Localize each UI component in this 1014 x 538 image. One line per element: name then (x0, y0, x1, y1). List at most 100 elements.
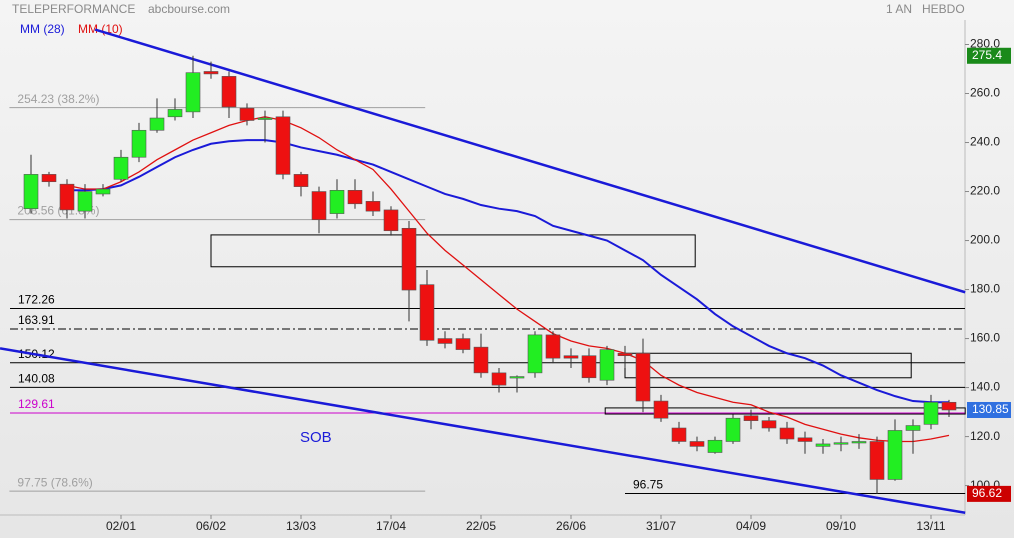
y-tick-label: 200.0 (970, 233, 1000, 247)
y-tick-label: 180.0 (970, 282, 1000, 296)
candle-body (23, 174, 39, 209)
candle-body (707, 439, 723, 453)
zone (210, 234, 696, 268)
level-label: 97.75 (78.6%) (17, 475, 92, 489)
source: abcbourse.com (148, 2, 230, 16)
price-label-box (967, 485, 1011, 502)
candle-body (527, 334, 543, 374)
candle-body (563, 355, 579, 359)
candle-body (293, 174, 309, 187)
candle-body (41, 174, 57, 183)
candle-body (833, 442, 849, 445)
x-tick-label: 22/05 (466, 519, 496, 533)
level-label: 172.26 (18, 293, 55, 307)
y-tick-label: 160.0 (970, 331, 1000, 345)
level-label: 96.75 (633, 478, 663, 492)
candle-body (617, 352, 633, 357)
level-label: 129.61 (18, 397, 55, 411)
candle-body (887, 430, 903, 480)
period: 1 AN (886, 2, 912, 16)
plot-layer: 254.23 (38.2%)208.56 (61.8%)97.75 (78.6%… (0, 28, 966, 515)
candle-body (167, 109, 183, 118)
x-tick-label: 17/04 (376, 519, 406, 533)
candle-body (815, 443, 831, 447)
candle-body (869, 441, 885, 480)
y-tick-label: 140.0 (970, 380, 1000, 394)
interval: HEBDO (922, 2, 965, 16)
candle-body (239, 107, 255, 121)
candle-body (941, 401, 957, 411)
candle-body (221, 76, 237, 108)
chart-title: TELEPERFORMANCE (12, 2, 135, 16)
candle-body (797, 437, 813, 442)
candle-body (545, 334, 561, 359)
candle-body (455, 338, 471, 350)
candle-body (599, 349, 615, 381)
price-label: 275.4 (972, 48, 1002, 62)
x-tick-label: 02/01 (106, 519, 136, 533)
x-tick-label: 13/03 (286, 519, 316, 533)
x-tick-label: 09/10 (826, 519, 856, 533)
trendline (0, 347, 966, 515)
y-tick-label: 220.0 (970, 184, 1000, 198)
price-label: 96.62 (972, 486, 1002, 500)
candle-body (437, 338, 453, 344)
candle-body (275, 116, 291, 175)
y-tick-label: 280.0 (970, 37, 1000, 51)
annotation: SOB (300, 429, 332, 446)
candle-body (185, 72, 201, 113)
level-label: 140.08 (18, 372, 55, 386)
candle-body (761, 420, 777, 429)
candle-body (401, 227, 417, 291)
price-label-box (967, 401, 1011, 418)
candle-body (203, 71, 219, 75)
x-tick-label: 13/11 (916, 519, 945, 533)
candle-body (671, 427, 687, 442)
candle-body (149, 117, 165, 131)
level-label: 163.91 (18, 313, 55, 327)
x-tick-label: 04/09 (736, 519, 766, 533)
candle-body (905, 425, 921, 431)
candle-body (509, 376, 525, 379)
candle-body (851, 441, 867, 444)
candle-body (725, 417, 741, 442)
y-tick-label: 120.0 (970, 429, 1000, 443)
candle-body (59, 183, 75, 211)
trendline (94, 28, 966, 294)
candle-body (131, 129, 147, 158)
x-tick-label: 06/02 (196, 519, 226, 533)
candle-body (473, 346, 489, 374)
candle-body (95, 188, 111, 195)
candle-body (257, 117, 273, 120)
candle-body (689, 441, 705, 447)
candle-body (383, 209, 399, 232)
y-tick-label: 240.0 (970, 135, 1000, 149)
level-label: 254.23 (38.2%) (17, 92, 99, 106)
zone (604, 407, 966, 415)
candle-body (653, 400, 669, 419)
candle-body (491, 372, 507, 386)
candle-body (923, 401, 939, 425)
candle-body (329, 190, 345, 214)
legend-item: MM (10) (78, 22, 123, 36)
legend-item: MM (28) (20, 22, 65, 36)
candle-body (311, 191, 327, 221)
candle-body (77, 191, 93, 212)
y-tick-label: 260.0 (970, 86, 1000, 100)
price-label-box (967, 47, 1011, 64)
candle-body (347, 190, 363, 205)
candle-body (779, 427, 795, 440)
price-label: 130.85 (972, 402, 1009, 416)
candle-body (113, 156, 129, 180)
x-tick-label: 26/06 (556, 519, 586, 533)
candle-body (635, 352, 651, 402)
moving-average (66, 116, 950, 443)
x-tick-label: 31/07 (646, 519, 676, 533)
candle-body (581, 355, 597, 379)
candle-body (365, 201, 381, 212)
candle-body (743, 415, 759, 421)
moving-average (67, 139, 949, 404)
